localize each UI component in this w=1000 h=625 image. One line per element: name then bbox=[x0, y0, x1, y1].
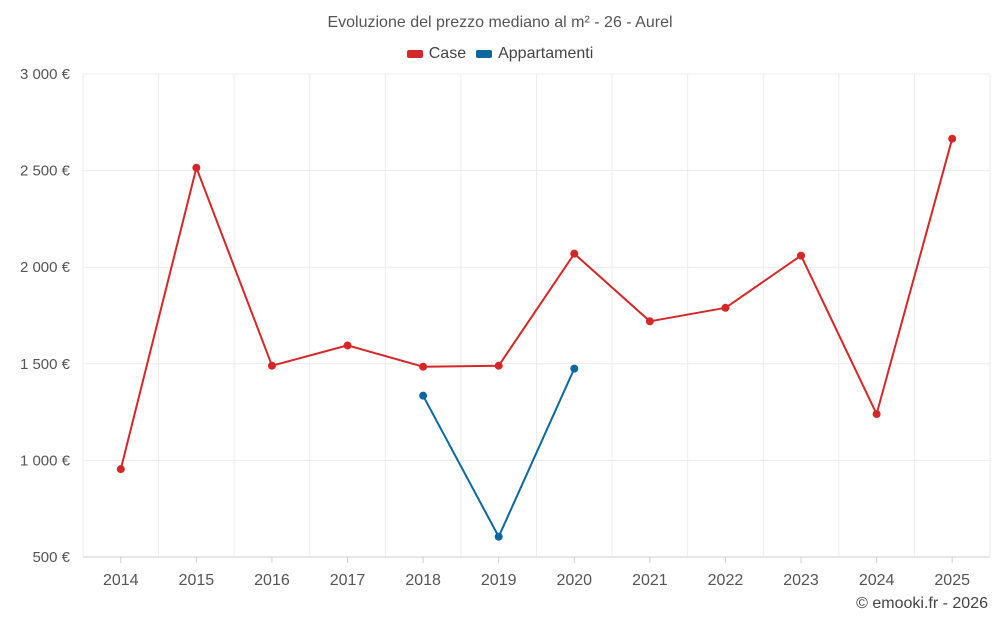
x-tick-label: 2024 bbox=[859, 572, 895, 589]
x-tick-label: 2019 bbox=[481, 572, 517, 589]
credit-text: © emooki.fr - 2026 bbox=[856, 595, 988, 612]
x-tick-label: 2021 bbox=[632, 572, 668, 589]
x-tick-label: 2015 bbox=[179, 572, 215, 589]
data-point-case bbox=[872, 410, 881, 419]
legend-swatch-appartamenti bbox=[476, 50, 493, 58]
data-point-case bbox=[570, 249, 579, 258]
series-line-case bbox=[119, 138, 954, 470]
y-tick-label: 1 000 € bbox=[20, 452, 71, 469]
y-tick-label: 2 500 € bbox=[20, 163, 71, 180]
data-point-case bbox=[645, 317, 654, 326]
data-point-case bbox=[948, 134, 957, 143]
data-point-case bbox=[116, 465, 125, 474]
y-tick-label: 2 000 € bbox=[20, 259, 71, 276]
data-point-case bbox=[419, 362, 428, 371]
series bbox=[116, 134, 957, 541]
x-tick-label: 2017 bbox=[330, 572, 366, 589]
data-point-appartamenti bbox=[419, 391, 428, 400]
x-tick-label: 2016 bbox=[254, 572, 290, 589]
legend-item-case[interactable]: Case bbox=[406, 45, 467, 63]
data-point-appartamenti bbox=[494, 532, 503, 541]
data-point-case bbox=[494, 361, 503, 370]
data-point-case bbox=[343, 341, 352, 350]
x-tick-label: 2022 bbox=[708, 572, 744, 589]
data-point-case bbox=[267, 361, 276, 370]
legend-item-appartamenti[interactable]: Appartamenti bbox=[476, 45, 593, 63]
y-tick-label: 500 € bbox=[32, 549, 70, 566]
data-point-case bbox=[797, 251, 806, 260]
x-tick-label: 2020 bbox=[556, 572, 592, 589]
data-point-case bbox=[192, 163, 201, 172]
y-tick-label: 1 500 € bbox=[20, 356, 71, 373]
x-tick-label: 2014 bbox=[103, 572, 139, 589]
series-line-appartamenti bbox=[422, 368, 576, 538]
data-point-case bbox=[721, 303, 730, 312]
data-point-appartamenti bbox=[570, 364, 579, 373]
chart-title: Evoluzione del prezzo mediano al m² - 26… bbox=[327, 14, 673, 31]
x-tick-label: 2023 bbox=[783, 572, 819, 589]
y-tick-label: 3 000 € bbox=[20, 66, 71, 83]
legend: Case Appartamenti bbox=[0, 45, 1000, 63]
grid bbox=[82, 73, 991, 558]
legend-swatch-case bbox=[406, 50, 423, 58]
x-tick-label: 2025 bbox=[934, 572, 970, 589]
axes: 500 € 1 000 € 1 500 € 2 000 € 2 500 € 3 000 €… bbox=[20, 66, 970, 589]
legend-label-appartamenti: Appartamenti bbox=[498, 45, 594, 62]
x-tick-label: 2018 bbox=[405, 572, 441, 589]
legend-label-case: Case bbox=[428, 45, 467, 62]
